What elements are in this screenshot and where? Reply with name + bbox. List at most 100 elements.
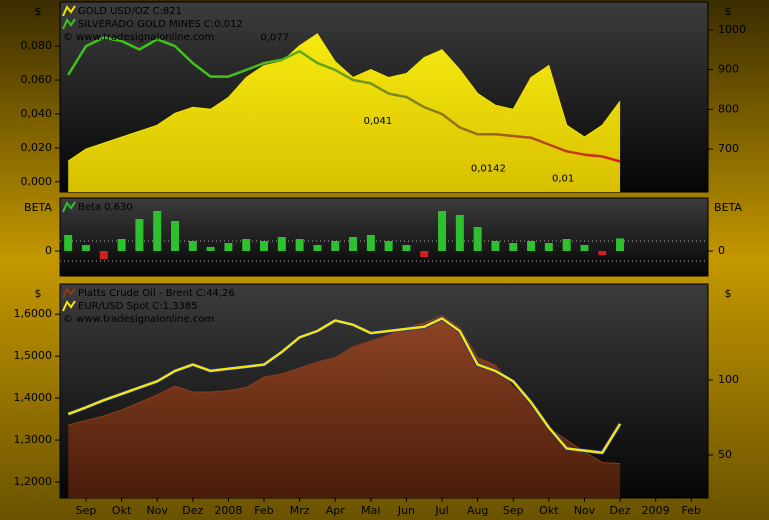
copyright: © www.tradesignalonline.com	[63, 32, 214, 43]
y-tick-label: 0,080	[21, 39, 53, 52]
x-tick-label: Jun	[397, 504, 415, 517]
y-tick-label: 1,5000	[14, 349, 53, 362]
bar	[224, 243, 233, 251]
y-tick-label: 1,3000	[14, 433, 53, 446]
legend-icon	[62, 5, 76, 17]
y-axis-label: $	[35, 287, 42, 300]
legend-value: C:44,26	[196, 288, 235, 299]
y2-tick-label: 100	[718, 373, 739, 386]
y-axis-label: $	[35, 5, 42, 18]
bar	[153, 211, 162, 251]
bar	[562, 239, 571, 251]
bar	[206, 247, 215, 251]
line	[67, 317, 622, 454]
bar	[473, 227, 482, 251]
legend-name: SILVERADO GOLD MINES	[78, 19, 201, 30]
area	[68, 33, 621, 192]
y2-tick-label: 0	[718, 244, 725, 257]
legend-icon	[62, 201, 76, 213]
area	[68, 315, 621, 498]
bar	[455, 215, 464, 251]
x-tick-label: Aug	[467, 504, 488, 517]
bar	[509, 243, 518, 251]
y-tick-label: 0,000	[21, 175, 53, 188]
x-tick-label: 2008	[214, 504, 242, 517]
x-tick-label: Dez	[182, 504, 203, 517]
bar	[580, 245, 589, 251]
y-tick-label: 1,2000	[14, 475, 53, 488]
bar	[491, 241, 500, 251]
y2-axis-label: BETA	[714, 201, 742, 214]
annotation: 0,01	[552, 173, 574, 184]
annotation: 0,041	[364, 116, 393, 127]
x-tick-label: Okt	[112, 504, 132, 517]
y2-axis-label: $	[725, 287, 732, 300]
y-tick-label: 0	[45, 244, 52, 257]
y2-tick-label: 800	[718, 102, 739, 115]
bar	[117, 239, 126, 251]
line	[67, 36, 621, 163]
bar	[544, 243, 553, 251]
legend-value: C:821	[153, 6, 182, 17]
x-tick-label: Sep	[76, 504, 97, 517]
bar	[99, 251, 108, 259]
y-tick-label: 1,6000	[14, 307, 53, 320]
bar	[313, 245, 322, 251]
y2-tick-label: 900	[718, 63, 739, 76]
bar	[349, 237, 358, 251]
x-tick-label: Jul	[434, 504, 448, 517]
bar	[171, 221, 180, 251]
y-tick-label: 1,4000	[14, 391, 53, 404]
legend-icon	[62, 300, 76, 312]
bar	[598, 251, 607, 255]
x-tick-label: Mrz	[290, 504, 310, 517]
x-tick-label: Feb	[682, 504, 701, 517]
bar	[331, 241, 340, 251]
legend-value: C:1,3385	[152, 301, 197, 312]
x-tick-label: Mai	[361, 504, 380, 517]
bar	[438, 211, 447, 251]
x-tick-label: Sep	[503, 504, 524, 517]
legend-value: 0,630	[104, 202, 133, 213]
legend-name: Beta	[78, 202, 101, 213]
x-tick-label: Feb	[254, 504, 273, 517]
legend-name: EUR/USD Spot	[78, 301, 149, 312]
x-tick-label: Dez	[610, 504, 631, 517]
annotation: 0,0142	[471, 163, 506, 174]
bar	[366, 235, 375, 251]
plot-area	[59, 197, 709, 277]
y2-tick-label: 700	[718, 142, 739, 155]
y-tick-label: 0,060	[21, 73, 53, 86]
x-tick-label: Nov	[146, 504, 168, 517]
annotation: 0,077	[260, 33, 289, 44]
x-tick-label: Okt	[539, 504, 559, 517]
area-edge	[67, 33, 621, 162]
y-tick-label: 0,040	[21, 107, 53, 120]
legend-name: GOLD USD/OZ	[78, 6, 150, 17]
legend-icon	[62, 18, 76, 30]
x-tick-label: Apr	[326, 504, 346, 517]
bar	[64, 235, 73, 251]
y-tick-label: 0,020	[21, 141, 53, 154]
bar	[384, 241, 393, 251]
y2-tick-label: 50	[718, 448, 732, 461]
y2-axis-label: $	[725, 5, 732, 18]
y2-tick-label: 1000	[718, 23, 746, 36]
legend-name: Platts Crude Oil - Brent	[78, 288, 193, 299]
legend-value: C:0,012	[204, 19, 243, 30]
bar	[402, 245, 411, 251]
bar	[277, 237, 286, 251]
bar	[420, 251, 429, 257]
x-tick-label: Nov	[574, 504, 596, 517]
bar	[260, 241, 269, 251]
bar	[295, 239, 304, 251]
bar	[242, 239, 251, 251]
x-tick-label: 2009	[642, 504, 670, 517]
y-axis-label: BETA	[24, 201, 52, 214]
bar	[527, 241, 536, 251]
bar	[81, 245, 90, 251]
copyright: © www.tradesignalonline.com	[63, 314, 214, 325]
bar	[135, 219, 144, 251]
